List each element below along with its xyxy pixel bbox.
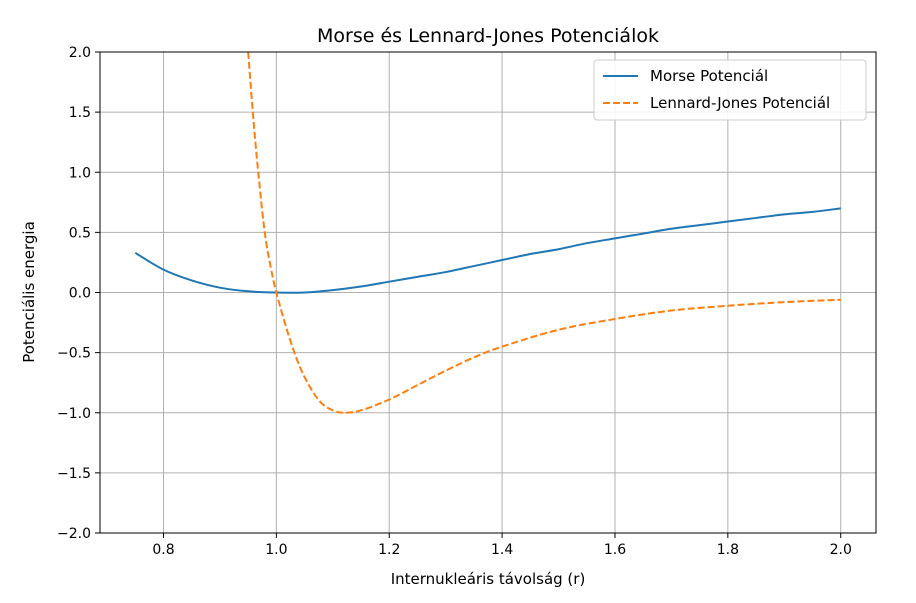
x-axis-label: Internukleáris távolság (r) bbox=[391, 570, 586, 588]
y-tick-label: 0.5 bbox=[69, 225, 91, 241]
x-tick-label: 1.2 bbox=[378, 542, 400, 558]
legend-label-lennard-jones: Lennard-Jones Potenciál bbox=[650, 94, 830, 112]
y-tick-label: −0.5 bbox=[57, 346, 91, 362]
y-tick-label: −1.5 bbox=[57, 466, 91, 482]
ticks: 0.8 1.0 1.2 1.4 1.6 1.8 2.0 −2.0 −1.5 −1.0 −0.5 0.0… bbox=[57, 45, 852, 558]
y-axis-label: Potenciális energia bbox=[20, 221, 38, 363]
x-tick-label: 1.8 bbox=[717, 542, 739, 558]
x-tick-label: 1.4 bbox=[491, 542, 513, 558]
legend-label-morse: Morse Potenciál bbox=[650, 67, 768, 85]
plot-series bbox=[134, 52, 841, 414]
y-tick-label: 2.0 bbox=[69, 45, 91, 61]
chart-title: Morse és Lennard-Jones Potenciálok bbox=[317, 25, 659, 47]
x-tick-label: 1.6 bbox=[604, 542, 626, 558]
legend-box bbox=[593, 59, 867, 121]
x-tick-label: 0.8 bbox=[152, 542, 174, 558]
x-tick-label: 1.0 bbox=[265, 542, 287, 558]
series-line-lennard-jones bbox=[247, 52, 841, 414]
x-tick-label: 2.0 bbox=[830, 542, 852, 558]
y-tick-label: 1.0 bbox=[69, 165, 91, 181]
y-tick-label: 0.0 bbox=[69, 286, 91, 302]
y-tick-label: −2.0 bbox=[57, 526, 91, 542]
y-tick-label: −1.0 bbox=[57, 406, 91, 422]
legend: Morse Potenciál Lennard-Jones Potenciál bbox=[593, 59, 867, 121]
y-tick-label: 1.5 bbox=[69, 105, 91, 121]
series-line-morse bbox=[134, 207, 841, 294]
